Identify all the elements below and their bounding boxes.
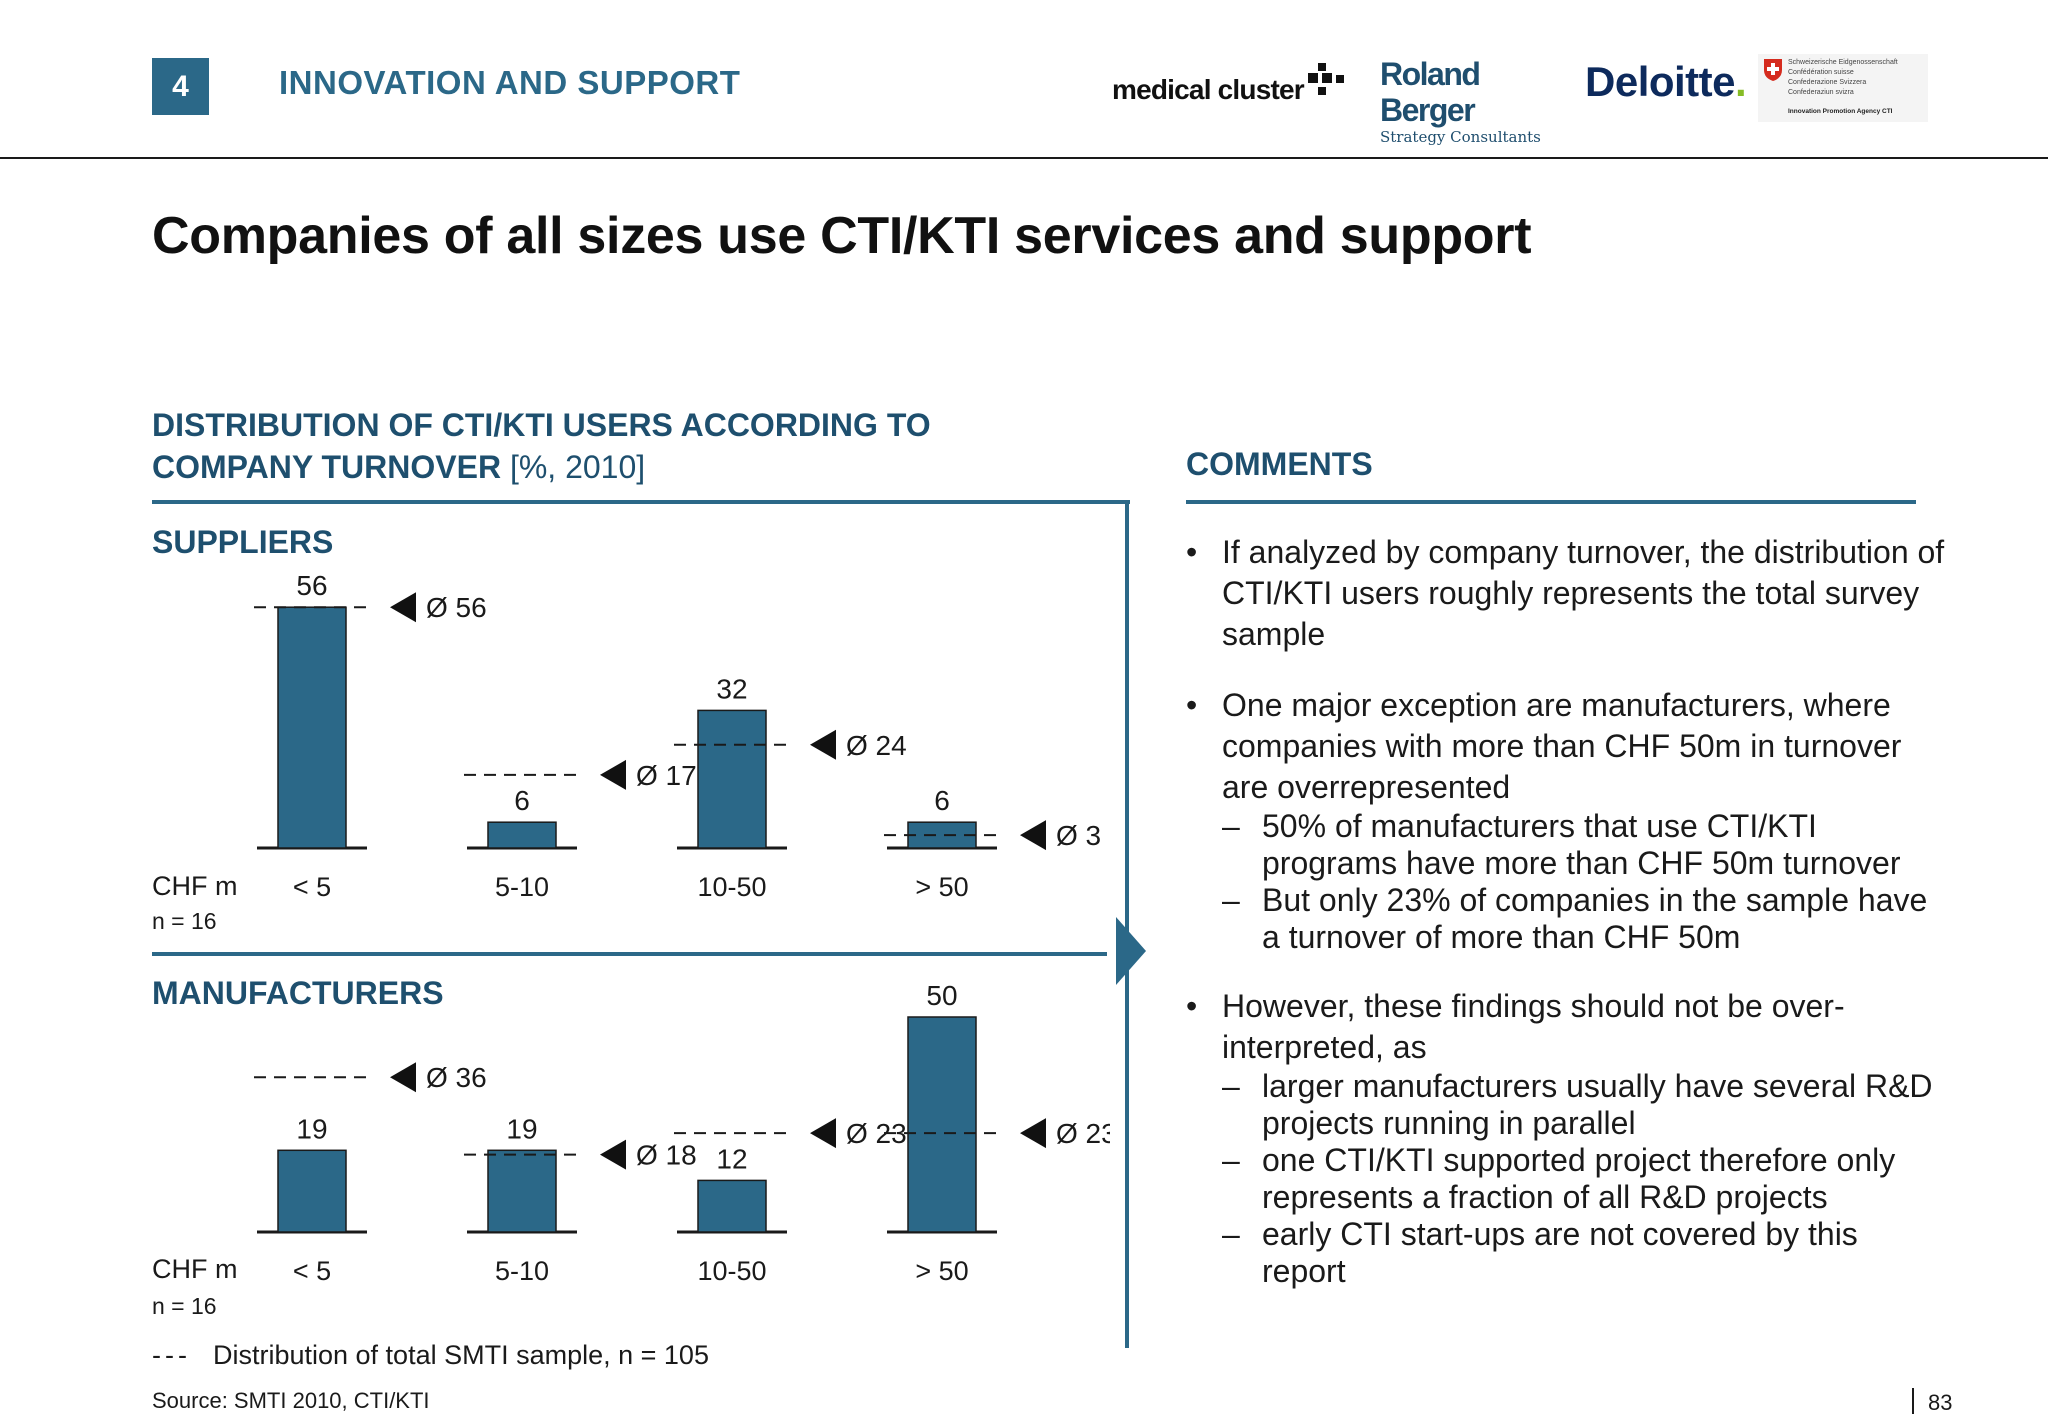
- deloitte-logo: Deloitte.: [1585, 58, 1747, 106]
- comment-sub-item: –50% of manufacturers that use CTI/KTI p…: [1222, 808, 1901, 881]
- manufacturers-average-marker-icon: [390, 1062, 416, 1093]
- suppliers-value-label: 56: [296, 570, 327, 601]
- comment-sub-item: – larger manufacturers usually have sever…: [1222, 1068, 1933, 1141]
- manufacturers-label: MANUFACTURERS: [152, 975, 444, 1011]
- manufacturers-bar: [907, 1016, 977, 1233]
- manufacturers-average-label: Ø 23: [1056, 1118, 1110, 1149]
- deloitte-name: Deloitte: [1585, 58, 1736, 105]
- manufacturers-bar: [697, 1179, 767, 1233]
- suppliers-category-label: < 5: [293, 872, 331, 902]
- legend-dash-marker: ---: [152, 1340, 191, 1370]
- suppliers-bar: [697, 709, 767, 849]
- manufacturers-category-label: 10-50: [697, 1256, 766, 1286]
- manufacturers-category-label: 5-10: [495, 1256, 549, 1286]
- suppliers-value-label: 6: [514, 785, 530, 816]
- manufacturers-value-label: 19: [506, 1113, 537, 1144]
- suppliers-average-marker-icon: [1020, 820, 1046, 851]
- swiss-confederation-logo: Schweizerische Eidgenossenschaft Confédé…: [1758, 54, 1928, 122]
- comments-list: • If analyzed by company turnover, the d…: [1186, 532, 1946, 1320]
- suppliers-category-label: > 50: [915, 872, 968, 902]
- manufacturers-bar: [277, 1149, 347, 1233]
- manufacturers-average-label: Ø 23: [846, 1118, 907, 1149]
- manufacturers-average-marker-icon: [810, 1118, 836, 1149]
- manufacturers-bar: [487, 1149, 557, 1233]
- manufacturers-average-marker-icon: [600, 1139, 626, 1170]
- suppliers-sample-size: n = 16: [152, 908, 217, 934]
- roland-berger-name: Roland Berger: [1380, 56, 1481, 128]
- suppliers-bar: [487, 821, 557, 849]
- suppliers-category-label: 10-50: [697, 872, 766, 902]
- source-note: Source: SMTI 2010, CTI/KTI: [152, 1388, 430, 1413]
- deloitte-dot: .: [1735, 58, 1747, 105]
- section-number-badge: 4: [152, 58, 209, 115]
- suppliers-average-label: Ø 56: [426, 592, 487, 623]
- manufacturers-category-label: > 50: [915, 1256, 968, 1286]
- comments-heading: COMMENTS: [1186, 446, 1373, 482]
- header-divider: [0, 157, 2048, 159]
- swiss-conf-agency: Innovation Promotion Agency CTI: [1788, 108, 1893, 115]
- swiss-cross-icon: [1764, 59, 1782, 81]
- manufacturers-value-label: 12: [716, 1143, 747, 1174]
- comment-text: If analyzed by company turnover, the dis…: [1222, 534, 1945, 652]
- chart-panel-middle-rule: [152, 952, 1107, 956]
- manufacturers-average-marker-icon: [1020, 1118, 1046, 1149]
- swiss-conf-line-3: Confederazione Svizzera: [1788, 79, 1867, 86]
- comment-text: One major exception are manufacturers, w…: [1222, 687, 1902, 805]
- chart-panel-right-rule: [1125, 500, 1129, 1348]
- suppliers-chart: 56 < 5 Ø 56 6 5-10 Ø 17 32 10-50 Ø 24 6 > 50 Ø 3: [254, 570, 1101, 902]
- medical-cluster-mark-icon: [1307, 63, 1344, 95]
- medical-cluster-logo-text: medical cluster: [1112, 74, 1305, 105]
- manufacturers-category-label: < 5: [293, 1256, 331, 1286]
- manufacturers-sample-size: n = 16: [152, 1293, 217, 1319]
- suppliers-average-marker-icon: [390, 592, 416, 623]
- roland-berger-tagline: Strategy Consultants: [1380, 128, 1541, 146]
- suppliers-label: SUPPLIERS: [152, 524, 334, 560]
- suppliers-value-label: 32: [716, 673, 747, 704]
- chart-heading: DISTRIBUTION OF CTI/KTI USERS ACCORDING …: [152, 404, 931, 488]
- suppliers-average-label: Ø 24: [846, 730, 907, 761]
- comment-bullet: • If analyzed by company turnover, the d…: [1186, 532, 1946, 655]
- suppliers-average-label: Ø 17: [636, 760, 697, 791]
- page-number-divider: [1912, 1388, 1914, 1414]
- comments-top-rule: [1186, 500, 1916, 504]
- suppliers-axis-unit: CHF m: [152, 871, 238, 901]
- manufacturers-value-label: 19: [296, 1113, 327, 1144]
- suppliers-average-marker-icon: [810, 729, 836, 760]
- comment-bullet: • However, these findings should not be …: [1186, 986, 1946, 1290]
- legend-text: Distribution of total SMTI sample, n = 1…: [212, 1340, 709, 1370]
- section-title: INNOVATION AND SUPPORT: [279, 64, 741, 101]
- panel-arrow-icon: [1116, 917, 1146, 985]
- roland-berger-logo: Roland Berger Strategy Consultants: [1380, 56, 1560, 146]
- chart-heading-line-1: DISTRIBUTION OF CTI/KTI USERS ACCORDING …: [152, 407, 931, 443]
- manufacturers-chart: 19 < 5 Ø 36 19 5-10 Ø 18 12 10-50 Ø 23 50 > 50 Ø 23: [254, 980, 1110, 1286]
- chart-heading-line-2: COMPANY TURNOVER: [152, 449, 502, 485]
- suppliers-value-label: 6: [934, 785, 950, 816]
- manufacturers-average-label: Ø 18: [636, 1140, 697, 1171]
- comment-text: However, these findings should not be ov…: [1222, 988, 1845, 1065]
- chart-heading-unit: [%, 2010]: [509, 449, 646, 485]
- swiss-conf-line-1: Schweizerische Eidgenossenschaft: [1788, 59, 1898, 66]
- comment-sub-item: – early CTI start-ups are not covered by …: [1222, 1216, 1858, 1289]
- comment-sub-item: – But only 23% of companies in the sample…: [1222, 882, 1928, 955]
- suppliers-bar: [277, 606, 347, 849]
- medical-cluster-logo: medical cluster: [1112, 56, 1348, 106]
- swiss-conf-line-4: Confederaziun svizra: [1788, 89, 1854, 96]
- chart-panel-top-rule: [152, 500, 1130, 504]
- manufacturers-average-label: Ø 36: [426, 1062, 487, 1093]
- page-title: Companies of all sizes use CTI/KTI servi…: [152, 207, 1532, 265]
- manufacturers-value-label: 50: [926, 980, 957, 1011]
- page-number: 83: [1928, 1390, 1953, 1415]
- comment-bullet: • One major exception are manufacturers,…: [1186, 685, 1946, 956]
- swiss-conf-line-2: Confédération suisse: [1788, 69, 1854, 76]
- suppliers-average-marker-icon: [600, 759, 626, 790]
- suppliers-category-label: 5-10: [495, 872, 549, 902]
- manufacturers-axis-unit: CHF m: [152, 1254, 238, 1284]
- chart-legend: --- Distribution of total SMTI sample, n …: [152, 1340, 709, 1371]
- suppliers-average-label: Ø 3: [1056, 820, 1101, 851]
- comment-sub-item: – one CTI/KTI supported project therefore…: [1222, 1142, 1896, 1215]
